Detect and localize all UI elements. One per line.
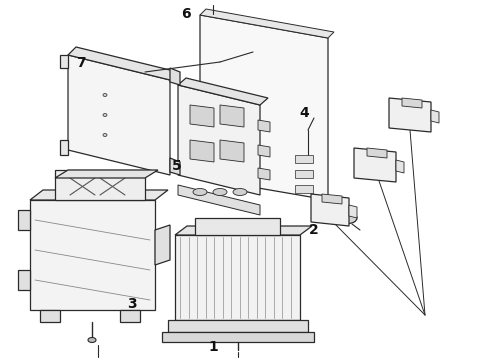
Polygon shape xyxy=(396,160,404,173)
Polygon shape xyxy=(55,170,158,178)
Polygon shape xyxy=(190,140,214,162)
Polygon shape xyxy=(200,15,328,200)
Polygon shape xyxy=(168,320,308,332)
Polygon shape xyxy=(258,120,270,132)
Polygon shape xyxy=(178,85,260,195)
Polygon shape xyxy=(367,148,387,158)
Polygon shape xyxy=(170,158,180,175)
Polygon shape xyxy=(60,140,68,155)
Polygon shape xyxy=(68,55,170,175)
Polygon shape xyxy=(195,218,280,235)
Polygon shape xyxy=(178,185,260,215)
Polygon shape xyxy=(220,105,244,127)
Ellipse shape xyxy=(233,189,247,195)
Polygon shape xyxy=(120,310,140,322)
Polygon shape xyxy=(40,310,60,322)
Polygon shape xyxy=(295,155,313,163)
Text: 4: 4 xyxy=(299,107,309,120)
Ellipse shape xyxy=(339,212,357,224)
Ellipse shape xyxy=(103,94,107,96)
Text: 1: 1 xyxy=(208,341,218,354)
Polygon shape xyxy=(18,210,30,230)
Polygon shape xyxy=(170,68,180,85)
Polygon shape xyxy=(175,235,300,320)
Polygon shape xyxy=(162,332,314,342)
Ellipse shape xyxy=(193,189,207,195)
Polygon shape xyxy=(402,98,422,108)
Ellipse shape xyxy=(213,189,227,195)
Polygon shape xyxy=(295,185,313,193)
Polygon shape xyxy=(258,145,270,157)
Text: 5: 5 xyxy=(172,159,181,173)
Polygon shape xyxy=(175,226,312,235)
Text: 6: 6 xyxy=(181,7,191,21)
Polygon shape xyxy=(30,200,155,310)
Polygon shape xyxy=(322,194,342,204)
Polygon shape xyxy=(354,148,396,182)
Polygon shape xyxy=(55,170,145,200)
Polygon shape xyxy=(155,225,170,265)
Polygon shape xyxy=(389,98,431,132)
Polygon shape xyxy=(220,140,244,162)
Polygon shape xyxy=(178,78,268,105)
Ellipse shape xyxy=(88,338,96,342)
Polygon shape xyxy=(349,205,357,218)
Polygon shape xyxy=(190,105,214,127)
Polygon shape xyxy=(431,110,439,123)
Polygon shape xyxy=(18,270,30,290)
Polygon shape xyxy=(295,170,313,178)
Polygon shape xyxy=(311,194,349,226)
Polygon shape xyxy=(68,47,178,80)
Polygon shape xyxy=(60,55,68,68)
Polygon shape xyxy=(30,190,168,200)
Text: 7: 7 xyxy=(76,56,86,70)
Text: 2: 2 xyxy=(309,224,318,237)
Ellipse shape xyxy=(103,113,107,117)
Polygon shape xyxy=(200,9,334,38)
Ellipse shape xyxy=(103,134,107,136)
Text: 3: 3 xyxy=(127,297,137,311)
Polygon shape xyxy=(258,168,270,180)
